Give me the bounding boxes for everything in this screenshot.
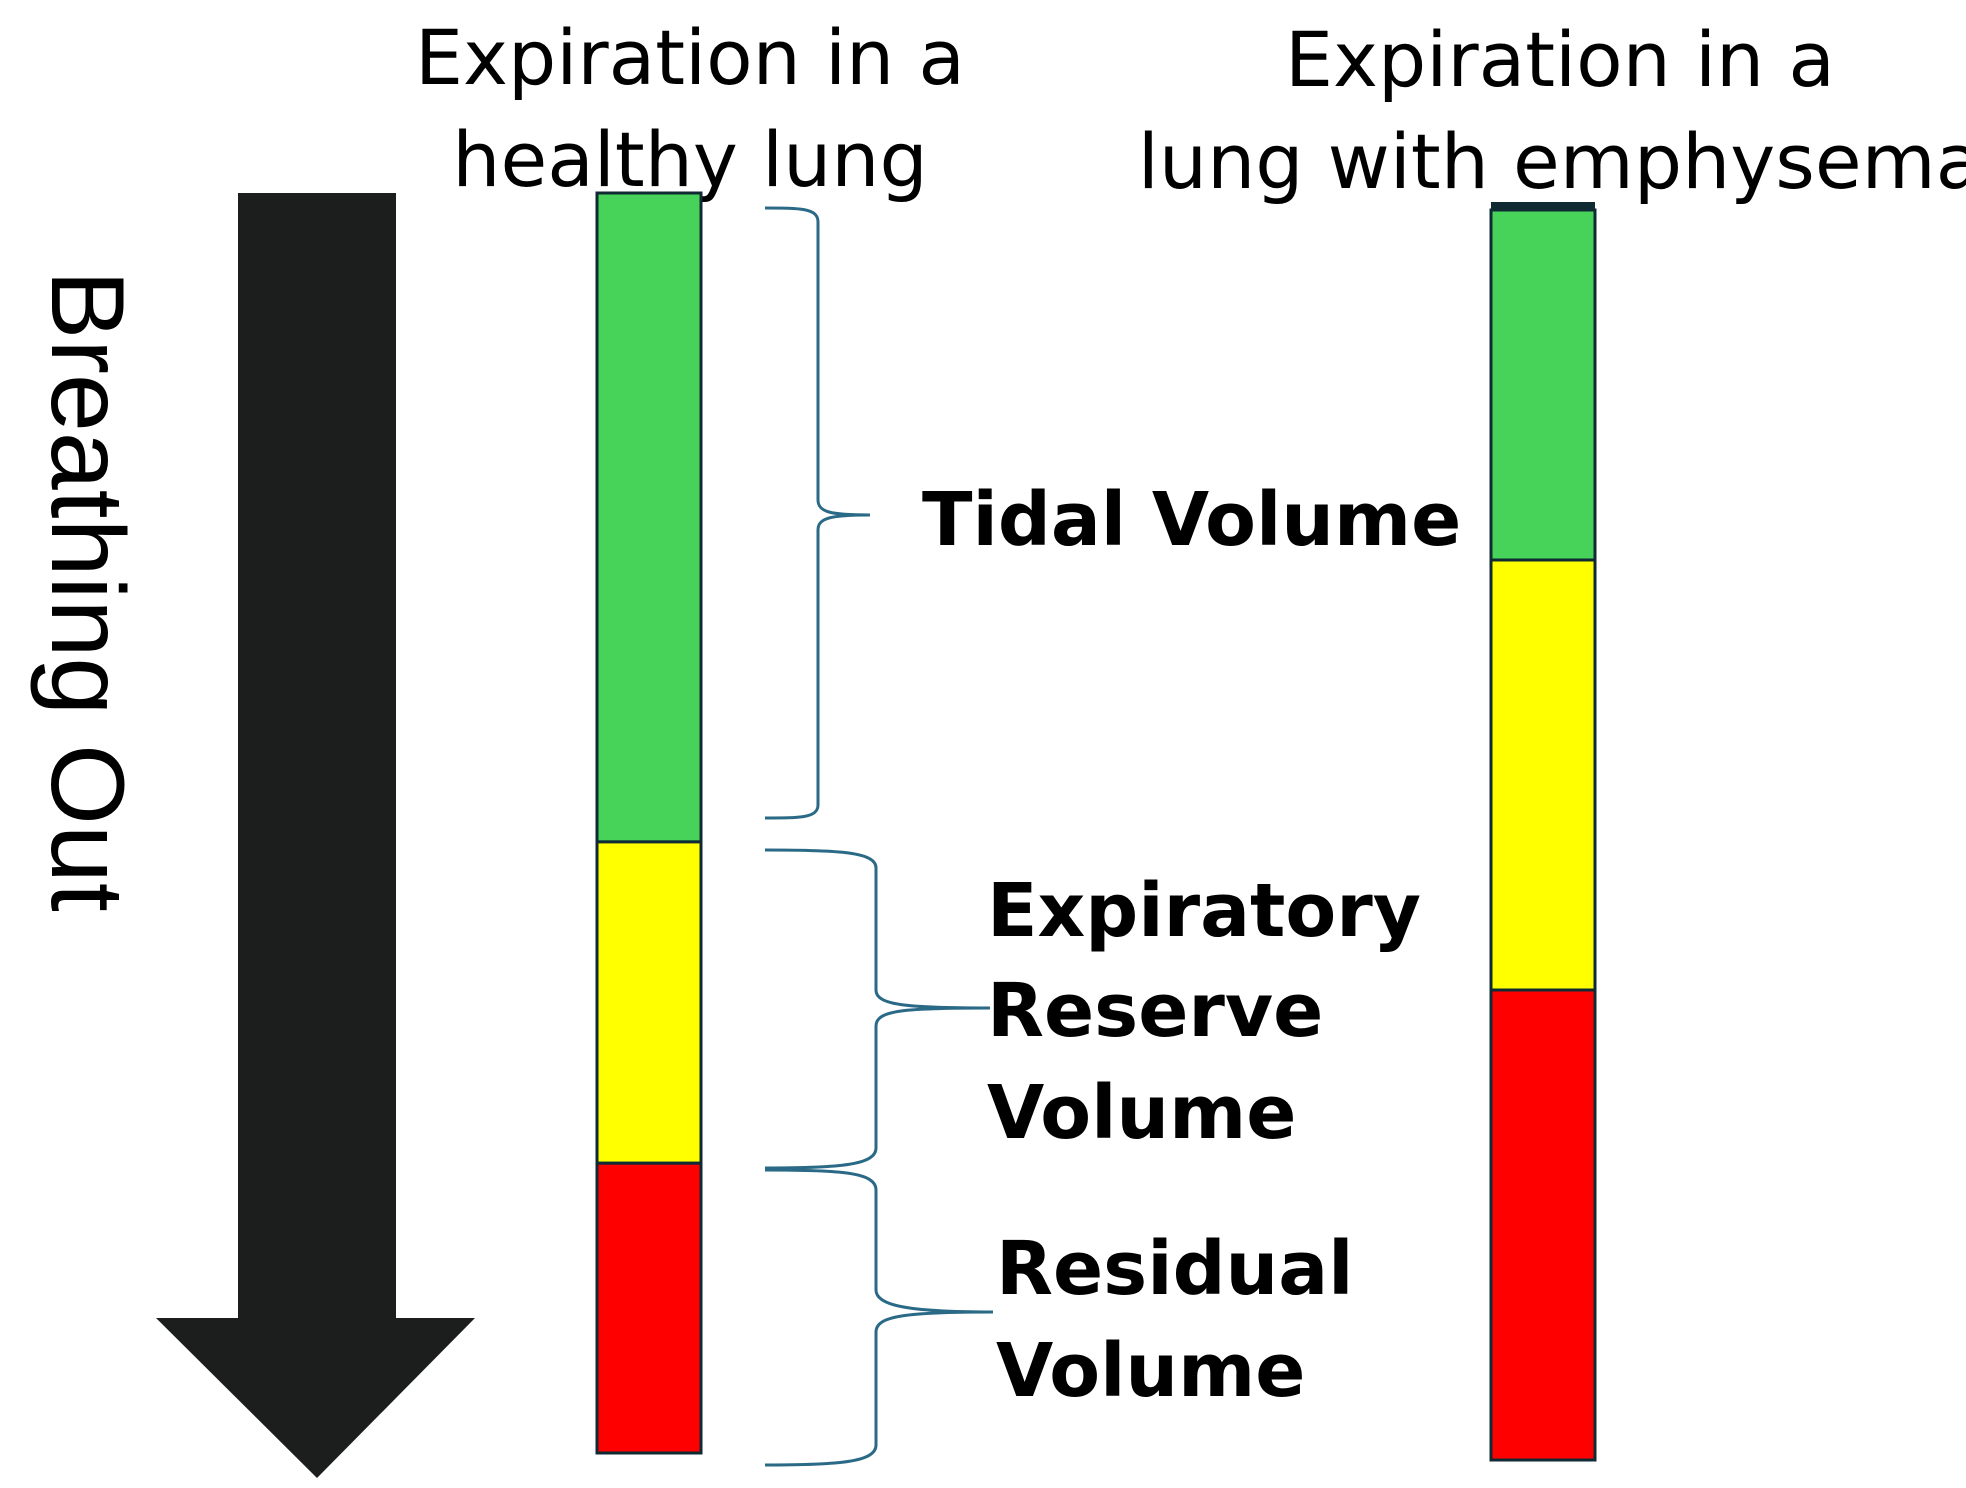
emphysema-title-line1: Expiration in a: [1285, 15, 1835, 104]
tidal-volume-brace: [764, 206, 871, 820]
emphysema-title-line2: lung with emphysema: [1138, 117, 1966, 206]
healthy-lung-bar: [595, 191, 703, 1455]
emphysema-tidal-segment: [1489, 208, 1597, 562]
healthy-residual-segment: [595, 1161, 703, 1455]
expiratory-reserve-brace: [764, 848, 991, 1170]
breathing-out-label: Breathing Out: [29, 270, 145, 912]
down-arrow-icon: [156, 193, 475, 1478]
healthy-expiratory-reserve-segment: [595, 840, 703, 1165]
residual-volume-label-line1: Residual: [996, 1226, 1354, 1312]
residual-volume-label-line2: Volume: [996, 1328, 1305, 1414]
emphysema-bar-cap: [1491, 202, 1595, 210]
healthy-title-line1: Expiration in a: [415, 13, 965, 102]
healthy-title-line2: healthy lung: [452, 115, 927, 204]
residual-volume-brace: [764, 1168, 994, 1467]
expiratory-reserve-label-line2: Reserve: [987, 968, 1323, 1054]
expiratory-reserve-label-line3: Volume: [987, 1070, 1296, 1156]
emphysema-lung-bar: [1489, 208, 1597, 1462]
emphysema-residual-segment: [1489, 988, 1597, 1462]
healthy-tidal-segment: [595, 191, 703, 844]
expiratory-reserve-label-line1: Expiratory: [987, 868, 1421, 954]
emphysema-expiratory-reserve-segment: [1489, 558, 1597, 992]
tidal-volume-label: Tidal Volume: [922, 477, 1461, 563]
